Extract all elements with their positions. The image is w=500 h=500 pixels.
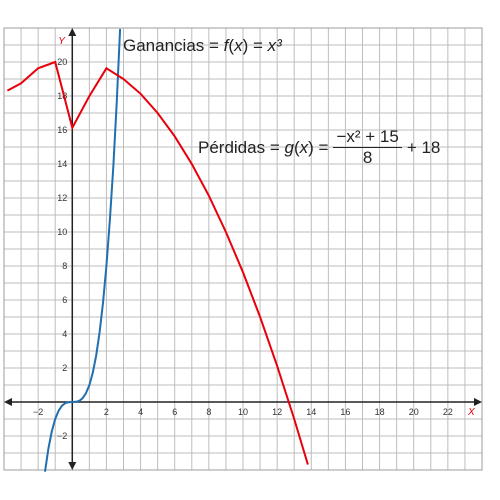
annotation-g-func: g — [284, 137, 294, 157]
series — [6, 28, 309, 472]
annotation-g-denominator: 8 — [362, 148, 373, 167]
y-tick-label: 18 — [57, 91, 67, 101]
annotation-g-tail: + 18 — [406, 137, 441, 157]
axes — [4, 28, 482, 470]
tick-labels: −2 2 4 6 8 10 12 14 16 18 20 22 −2 2 4 6 8 10 12 14 16 18 20 — [33, 57, 453, 441]
x-tick-label: 2 — [104, 407, 109, 417]
x-tick-label: 18 — [375, 407, 385, 417]
annotation-f-rhs: x³ — [267, 36, 282, 55]
y-tick-label: 10 — [57, 227, 67, 237]
x-axis-label: X — [467, 407, 475, 418]
x-tick-label: 12 — [272, 407, 282, 417]
y-tick-label: 8 — [62, 261, 67, 271]
x-tick-label: 10 — [238, 407, 248, 417]
y-tick-label: 20 — [57, 57, 67, 67]
y-tick-label: 12 — [57, 193, 67, 203]
x-tick-label: 22 — [443, 407, 453, 417]
annotation-g-numerator: −x² + 15 — [333, 127, 402, 148]
y-axis-arrow-top — [68, 28, 77, 36]
y-tick-label: 14 — [57, 159, 67, 169]
plot-frame — [3, 27, 483, 471]
x-axis-arrow-right — [474, 398, 482, 406]
annotation-f-name: Ganancias — [123, 36, 205, 55]
annotation-g: Pérdidas = g(x) = −x² + 15 8 + 18 — [198, 127, 441, 168]
annotation-f-func: f — [223, 36, 229, 55]
x-axis-arrow-left — [4, 398, 12, 406]
annotation-f: Ganancias = f(x) = x³ — [123, 36, 282, 55]
x-tick-label: 6 — [172, 407, 177, 417]
y-tick-label: 2 — [62, 363, 67, 373]
x-tick-label: −2 — [33, 407, 43, 417]
x-tick-label: 8 — [206, 407, 211, 417]
x-tick-label: 16 — [340, 407, 350, 417]
series-line-f — [44, 28, 122, 472]
y-tick-label: 4 — [62, 329, 67, 339]
x-tick-label: 14 — [306, 407, 316, 417]
grid — [3, 27, 483, 471]
annotation-g-name: Pérdidas — [198, 137, 266, 157]
annotation-g-var: x — [299, 137, 309, 157]
y-axis-label: Y — [58, 36, 66, 47]
series-line-g — [6, 60, 309, 465]
y-tick-label: −2 — [57, 431, 67, 441]
x-tick-label: 20 — [409, 407, 419, 417]
annotation-g-fraction: −x² + 15 8 — [333, 127, 402, 168]
annotation-f-var: x — [234, 36, 243, 55]
y-axis-arrow-bottom — [68, 462, 77, 470]
y-tick-label: 16 — [57, 125, 67, 135]
y-tick-label: 6 — [62, 295, 67, 305]
x-tick-label: 4 — [138, 407, 143, 417]
